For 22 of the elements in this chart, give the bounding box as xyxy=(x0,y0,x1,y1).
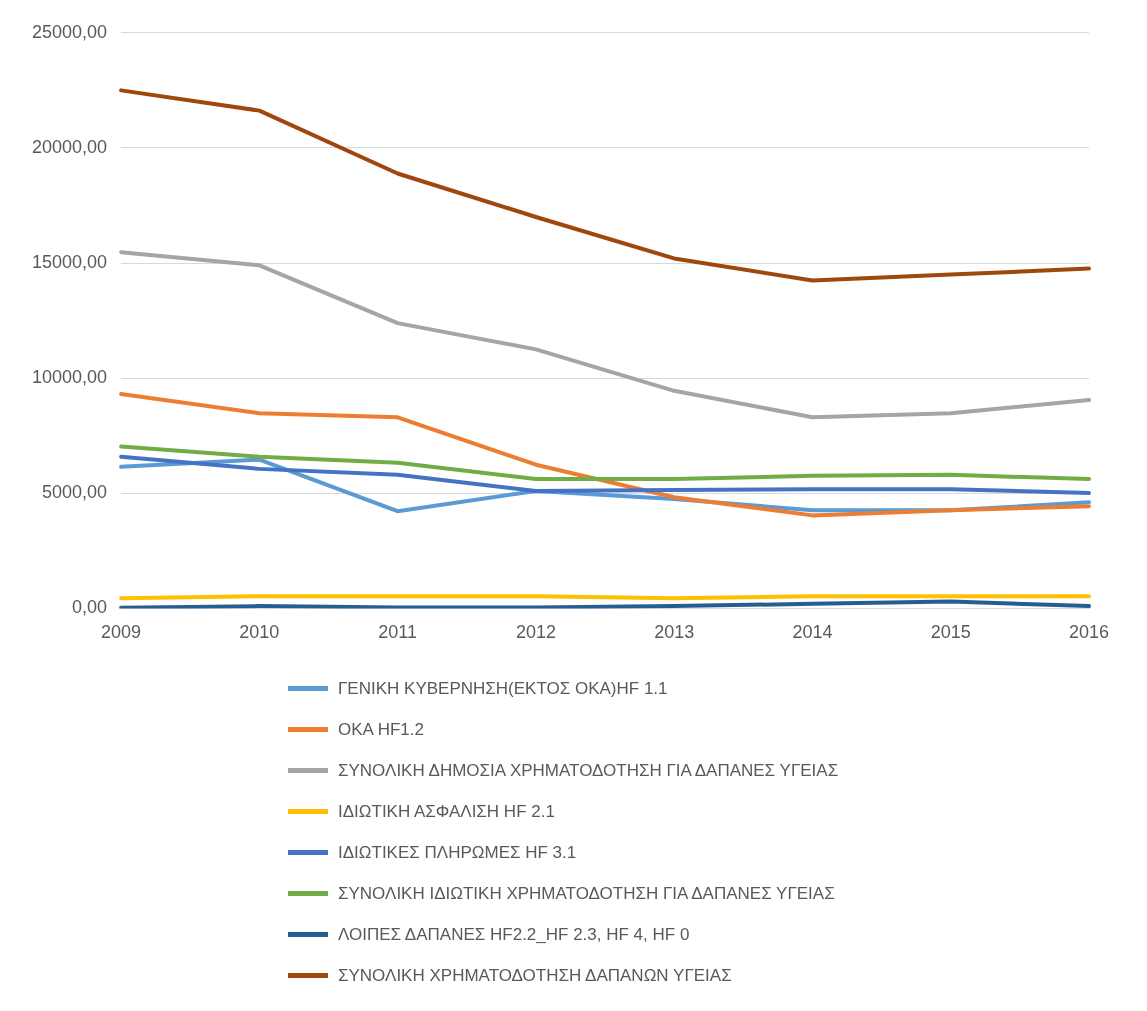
legend-label: ΣΥΝΟΛΙΚΗ ΧΡΗΜΑΤΟΔΟΤΗΣΗ ΔΑΠΑΝΩΝ ΥΓΕΙΑΣ xyxy=(338,965,732,986)
y-tick-label: 15000,00 xyxy=(32,252,108,273)
x-tick-label: 2015 xyxy=(930,622,971,643)
x-tick-label: 2010 xyxy=(239,622,280,643)
x-tick-label: 2009 xyxy=(101,622,142,643)
legend-label: ΣΥΝΟΛΙΚΗ ΔΗΜΟΣΙΑ ΧΡΗΜΑΤΟΔΟΤΗΣΗ ΓΙΑ ΔΑΠΑΝΕΣ ΥΓΕΙΑΣ xyxy=(338,760,839,781)
legend-label: ΟΚΑ HF1.2 xyxy=(338,719,424,740)
x-tick-label: 2013 xyxy=(654,622,695,643)
y-tick-label: 10000,00 xyxy=(32,367,108,388)
x-tick-label: 2016 xyxy=(1068,622,1110,643)
y-tick-label: 5000,00 xyxy=(42,482,108,503)
legend-label: ΓΕΝΙΚΗ ΚΥΒΕΡΝΗΣΗ(ΕΚΤΟΣ ΟΚΑ)HF 1.1 xyxy=(338,678,668,699)
y-tick-label: 20000,00 xyxy=(32,136,108,157)
x-tick-label: 2014 xyxy=(792,622,833,643)
y-tick-label: 25000,00 xyxy=(32,21,108,42)
legend-label: ΛΟΙΠΕΣ ΔΑΠΑΝΕΣ HF2.2_HF 2.3, HF 4, HF 0 xyxy=(338,924,690,945)
x-tick-label: 2011 xyxy=(378,622,417,643)
legend-label: ΣΥΝΟΛΙΚΗ ΙΔΙΩΤΙΚΗ ΧΡΗΜΑΤΟΔΟΤΗΣΗ ΓΙΑ ΔΑΠΑΝΕΣ ΥΓΕΙΑΣ xyxy=(338,883,835,904)
x-tick-label: 2012 xyxy=(515,622,556,643)
legend-label: ΙΔΙΩΤΙΚΗ ΑΣΦΑΛΙΣΗ HF 2.1 xyxy=(338,801,555,822)
y-tick-label: 0,00 xyxy=(72,597,108,618)
legend-label: ΙΔΙΩΤΙΚΕΣ ΠΛΗΡΩΜΕΣ HF 3.1 xyxy=(338,842,577,863)
